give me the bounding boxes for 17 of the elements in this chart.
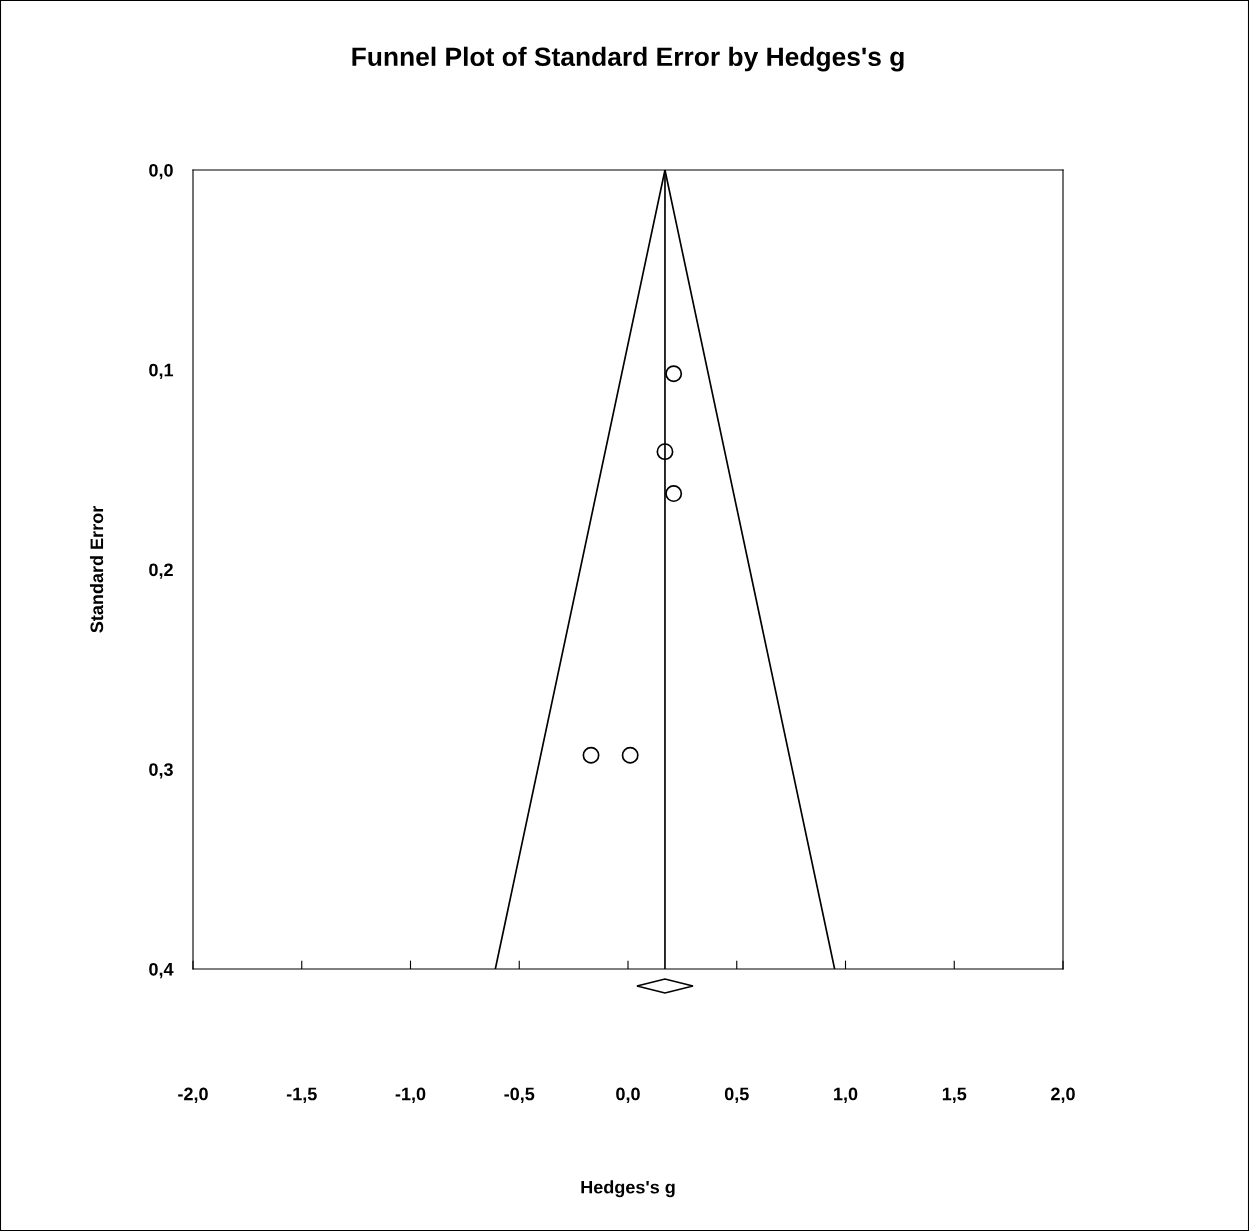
y-axis-title: Standard Error [89,506,104,633]
y-tick-label: 0,3 [149,763,173,779]
y-tick-label: 0,0 [149,163,173,180]
x-tick-label: 0,0 [616,1087,640,1103]
x-tick-label: 0,5 [724,1087,749,1103]
x-tick-label: 1,0 [834,1087,858,1103]
y-tick-label: 0,2 [149,563,173,579]
x-axis-title: Hedges's g [581,1180,675,1198]
chart-title: Funnel Plot of Standard Error by Hedges's g [352,46,904,72]
x-tick-label: -1,5 [286,1087,317,1103]
y-tick-label: 0,1 [149,363,174,380]
x-tick-label: -1,0 [395,1087,426,1103]
x-tick-label: 1,5 [942,1087,967,1103]
x-tick-label: 2,0 [1051,1087,1075,1103]
y-tick-label: 0,4 [149,962,174,979]
x-tick-label: -0,5 [504,1087,535,1103]
x-tick-label: -2,0 [178,1087,208,1103]
